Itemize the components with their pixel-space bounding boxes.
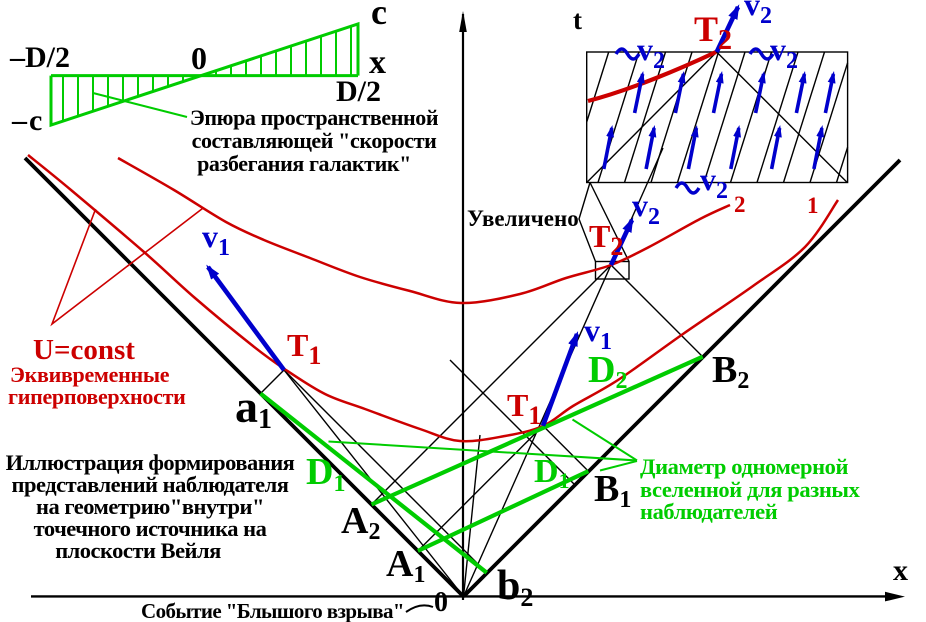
- svg-text:на геометрию"внутри": на геометрию"внутри": [36, 494, 264, 519]
- svg-text:Эпюра пространственной: Эпюра пространственной: [190, 105, 439, 130]
- svg-text:0: 0: [191, 40, 207, 76]
- svg-text:D2: D2: [588, 349, 627, 394]
- svg-text:v1: v1: [584, 312, 612, 355]
- svg-text:b2: b2: [497, 563, 533, 612]
- svg-text:D1: D1: [306, 451, 345, 497]
- svg-text:v1: v1: [202, 218, 230, 261]
- svg-text:D/2: D/2: [336, 75, 381, 108]
- svg-text:v2: v2: [637, 31, 665, 74]
- svg-text:a1: a1: [235, 381, 272, 435]
- svg-text:наблюдателей: наблюдателей: [640, 499, 778, 524]
- svg-text:B2: B2: [712, 349, 749, 394]
- svg-text:Эквивременные: Эквивременные: [10, 362, 170, 387]
- svg-text:U=const: U=const: [33, 334, 135, 366]
- svg-text:–c: –c: [11, 104, 44, 137]
- svg-text:2: 2: [734, 192, 746, 217]
- svg-text:Событие "Блышого взрыва": Событие "Блышого взрыва": [141, 599, 404, 622]
- svg-text:–D/2: –D/2: [9, 41, 70, 74]
- svg-text:T2: T2: [694, 9, 732, 56]
- svg-text:вселенной для разных: вселенной для разных: [640, 477, 861, 502]
- svg-text:v2: v2: [632, 187, 660, 230]
- svg-text:x: x: [369, 44, 386, 81]
- svg-text:B1: B1: [594, 468, 631, 513]
- svg-text:D1: D1: [534, 453, 570, 493]
- svg-text:v2: v2: [744, 0, 772, 29]
- svg-text:плоскости Вейля: плоскости Вейля: [55, 538, 221, 563]
- svg-text:c: c: [371, 0, 387, 32]
- svg-text:представлений наблюдателя: представлений наблюдателя: [12, 472, 289, 497]
- svg-text:t: t: [573, 5, 582, 35]
- svg-text:0: 0: [434, 587, 448, 618]
- svg-text:T1: T1: [287, 327, 321, 370]
- svg-text:точечного источника на: точечного источника на: [34, 516, 267, 541]
- svg-text:1: 1: [807, 193, 819, 218]
- svg-text:гиперповерхности: гиперповерхности: [8, 384, 186, 409]
- svg-text:x: x: [893, 554, 908, 587]
- svg-text:v2: v2: [770, 31, 798, 74]
- svg-text:Увеличено: Увеличено: [467, 206, 579, 231]
- svg-text:Диаметр одномерной: Диаметр одномерной: [640, 454, 848, 479]
- svg-text:составляющей "скорости: составляющей "скорости: [192, 128, 438, 153]
- svg-text:T2: T2: [589, 218, 623, 261]
- svg-text:v2: v2: [700, 161, 728, 204]
- svg-text:разбегания галактик": разбегания галактик": [197, 151, 411, 176]
- svg-text:T1: T1: [507, 387, 541, 430]
- svg-text:Иллюстрация формирования: Иллюстрация формирования: [6, 450, 295, 475]
